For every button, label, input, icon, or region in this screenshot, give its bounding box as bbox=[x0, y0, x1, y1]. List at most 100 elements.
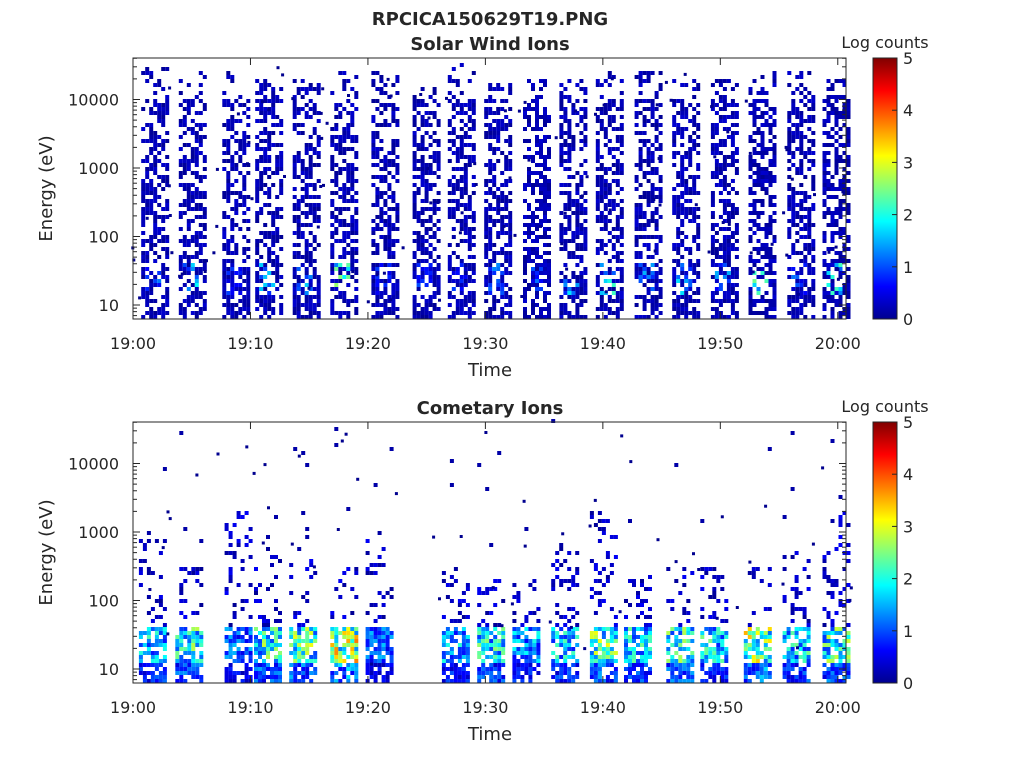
spectrogram-cell bbox=[313, 187, 317, 191]
spectrogram-cell bbox=[242, 259, 246, 263]
spectrogram-cell bbox=[695, 203, 698, 206]
spectrogram-cell bbox=[413, 183, 417, 187]
spectrogram-cell bbox=[179, 671, 183, 675]
spectrogram-cell bbox=[567, 135, 571, 139]
spectrogram-cell bbox=[437, 207, 441, 211]
spectrogram-cell bbox=[297, 279, 301, 283]
spectrogram-cell bbox=[692, 183, 696, 187]
spectrogram-cell bbox=[635, 295, 639, 299]
spectrogram-cell bbox=[523, 287, 527, 291]
spectrogram-cell bbox=[508, 243, 512, 247]
spectrogram-cell bbox=[395, 143, 399, 147]
spectrogram-cell bbox=[379, 311, 383, 315]
spectrogram-cell bbox=[539, 255, 543, 259]
spectrogram-cell bbox=[387, 123, 391, 127]
spectrogram-cell bbox=[719, 199, 723, 203]
spectrogram-cell bbox=[334, 659, 338, 663]
spectrogram-cell bbox=[437, 227, 441, 231]
spectrogram-cell bbox=[799, 171, 803, 175]
spectrogram-cell bbox=[464, 207, 468, 211]
spectrogram-cell bbox=[255, 307, 259, 311]
spectrogram-cell bbox=[151, 679, 155, 683]
spectrogram-cell bbox=[735, 115, 739, 119]
spectrogram-cell bbox=[731, 231, 735, 235]
spectrogram-cell bbox=[241, 655, 245, 659]
spectrogram-cell bbox=[143, 663, 147, 667]
spectrogram-cell bbox=[719, 119, 723, 123]
spectrogram-cell bbox=[616, 203, 620, 207]
spectrogram-cell bbox=[579, 175, 583, 179]
spectrogram-cell bbox=[731, 103, 735, 107]
x-axis-label: Time bbox=[467, 360, 512, 381]
spectrogram-cell bbox=[203, 215, 207, 219]
spectrogram-cell bbox=[496, 187, 500, 191]
spectrogram-cell bbox=[270, 555, 274, 559]
spectrogram-cell bbox=[692, 187, 696, 191]
spectrogram-cell bbox=[791, 251, 795, 255]
spectrogram-cell bbox=[187, 187, 191, 191]
spectrogram-cell bbox=[143, 559, 147, 563]
spectrogram-cell bbox=[195, 139, 199, 143]
spectrogram-cell bbox=[680, 191, 684, 195]
spectrogram-cell bbox=[749, 239, 753, 243]
spectrogram-cell bbox=[263, 295, 267, 299]
spectrogram-cell bbox=[608, 167, 612, 171]
spectrogram-cell bbox=[234, 311, 238, 315]
spectrogram-cell bbox=[616, 291, 620, 295]
spectrogram-cell bbox=[163, 607, 167, 611]
spectrogram-cell bbox=[535, 123, 539, 127]
spectrogram-cell bbox=[839, 135, 843, 139]
spectrogram-cell bbox=[153, 195, 157, 199]
spectrogram-cell bbox=[425, 219, 429, 223]
spectrogram-cell bbox=[425, 247, 429, 251]
spectrogram-cell bbox=[847, 267, 851, 271]
spectrogram-cell bbox=[711, 175, 715, 179]
spectrogram-cell bbox=[535, 295, 539, 299]
spectrogram-cell bbox=[433, 283, 437, 287]
spectrogram-cell bbox=[643, 79, 647, 83]
spectrogram-cell bbox=[297, 547, 301, 551]
spectrogram-cell bbox=[305, 307, 309, 311]
spectrogram-cell bbox=[157, 159, 161, 163]
spectrogram-cell bbox=[417, 127, 421, 131]
spectrogram-cell bbox=[338, 147, 342, 151]
spectrogram-cell bbox=[496, 315, 500, 319]
spectrogram-cell bbox=[711, 171, 715, 175]
spectrogram-cell bbox=[289, 675, 293, 679]
spectrogram-cell bbox=[383, 91, 387, 95]
spectrogram-cell bbox=[484, 135, 488, 139]
spectrogram-cell bbox=[195, 187, 199, 191]
spectrogram-cell bbox=[391, 275, 395, 279]
spectrogram-cell bbox=[143, 543, 147, 547]
spectrogram-cell bbox=[651, 155, 655, 159]
spectrogram-cell bbox=[723, 163, 727, 167]
spectrogram-cell bbox=[559, 151, 563, 155]
spectrogram-cell bbox=[266, 675, 270, 679]
spectrogram-cell bbox=[608, 139, 612, 143]
spectrogram-cell bbox=[727, 103, 731, 107]
spectrogram-cell bbox=[583, 267, 587, 271]
spectrogram-cell bbox=[684, 303, 688, 307]
spectrogram-cell bbox=[297, 155, 301, 159]
spectrogram-cell bbox=[620, 79, 624, 83]
spectrogram-cell bbox=[749, 267, 753, 271]
spectrogram-cell bbox=[527, 203, 531, 207]
spectrogram-cell bbox=[523, 223, 527, 227]
spectrogram-cell bbox=[456, 83, 460, 87]
spectrogram-cell bbox=[639, 211, 643, 215]
spectrogram-cell bbox=[757, 183, 761, 187]
spectrogram-cell bbox=[711, 275, 715, 279]
spectrogram-cell bbox=[596, 83, 600, 87]
spectrogram-cell bbox=[354, 95, 358, 99]
spectrogram-cell bbox=[429, 303, 433, 307]
spectrogram-cell bbox=[346, 275, 350, 279]
spectrogram-cell bbox=[612, 235, 616, 239]
spectrogram-cell bbox=[579, 115, 583, 119]
spectrogram-cell bbox=[749, 255, 753, 259]
spectrogram-cell bbox=[508, 227, 512, 231]
spectrogram-cell bbox=[711, 307, 715, 311]
spectrogram-cell bbox=[330, 215, 334, 219]
spectrogram-cell bbox=[346, 191, 350, 195]
spectrogram-cell bbox=[203, 211, 207, 215]
spectrogram-cell bbox=[835, 171, 839, 175]
